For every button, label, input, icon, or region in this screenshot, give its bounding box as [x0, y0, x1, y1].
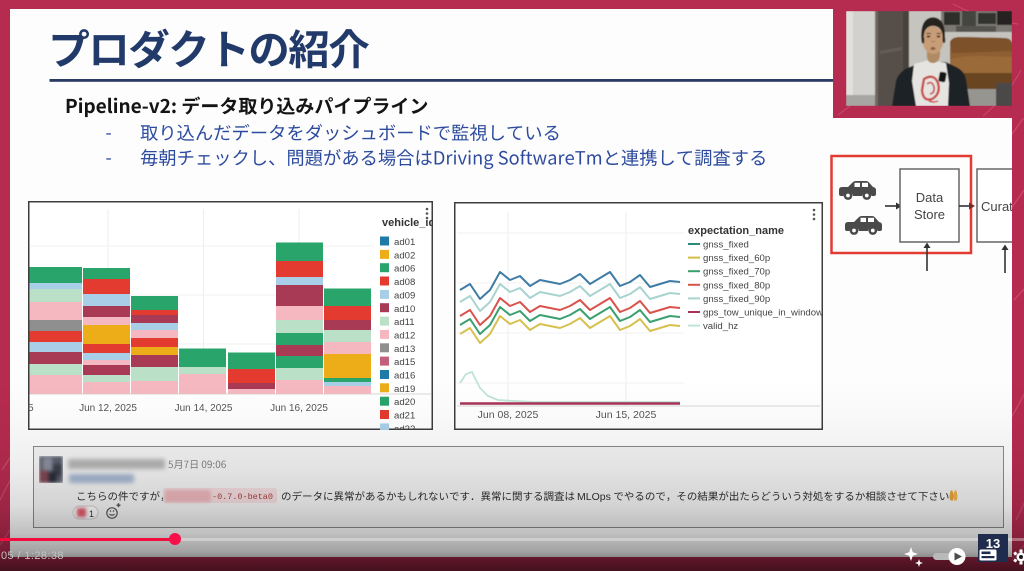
- svg-text:ad10: ad10: [394, 304, 415, 315]
- svg-text:valid_hz: valid_hz: [703, 321, 738, 332]
- svg-text:ad08: ad08: [394, 277, 415, 288]
- svg-text:ad09: ad09: [394, 290, 415, 301]
- svg-text:Curat: Curat: [981, 199, 1012, 214]
- svg-text:ad16: ad16: [394, 371, 415, 382]
- svg-text:gps_tow_unique_in_window: gps_tow_unique_in_window: [703, 308, 823, 319]
- svg-text:ad13: ad13: [394, 344, 415, 355]
- svg-text:ad01: ad01: [394, 237, 415, 248]
- svg-text:gnss_fixed_90p: gnss_fixed_90p: [703, 294, 770, 305]
- svg-text:ad11: ad11: [394, 317, 415, 328]
- svg-text:ad06: ad06: [394, 264, 415, 275]
- svg-text:gnss_fixed: gnss_fixed: [703, 240, 749, 251]
- svg-text:gnss_fixed_60p: gnss_fixed_60p: [703, 253, 770, 264]
- svg-text:Data: Data: [916, 190, 944, 205]
- svg-text:Store: Store: [914, 207, 945, 222]
- svg-text:ad15: ad15: [394, 357, 415, 368]
- svg-text:gnss_fixed_70p: gnss_fixed_70p: [703, 267, 770, 278]
- svg-text:ad02: ad02: [394, 250, 415, 261]
- svg-text:ad12: ad12: [394, 330, 415, 341]
- svg-text:gnss_fixed_80p: gnss_fixed_80p: [703, 280, 770, 291]
- svg-text:vehicle_id: vehicle_id: [382, 217, 433, 229]
- svg-text:expectation_name: expectation_name: [688, 225, 784, 237]
